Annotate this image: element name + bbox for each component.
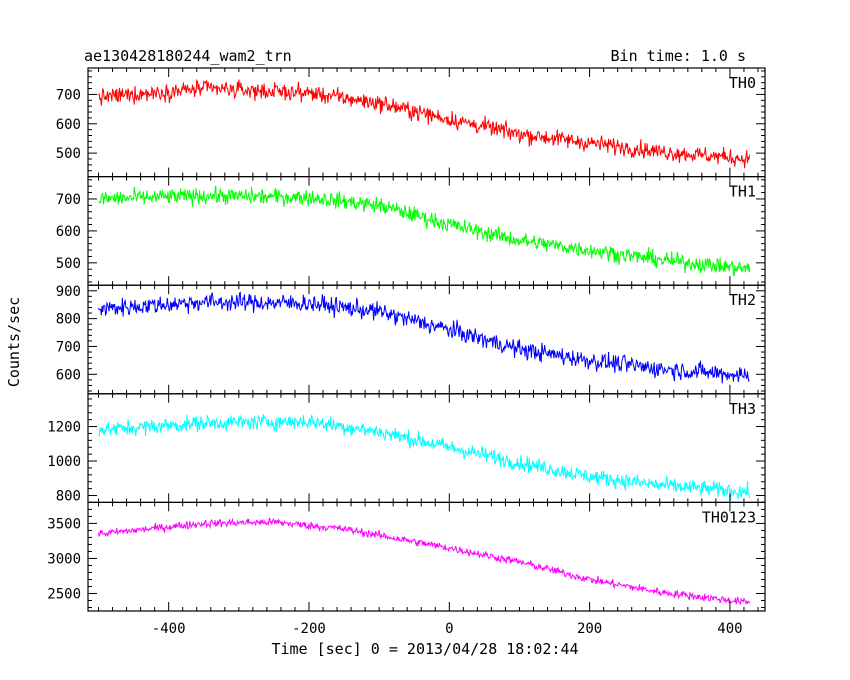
panel-frame-th0: [87, 67, 766, 178]
y-tick-label-th1: 600: [56, 224, 81, 240]
series-line-th0123: [98, 517, 751, 605]
x-tick-label: -200: [292, 621, 326, 637]
panel-th1: TH1 500 600 700: [56, 176, 766, 286]
panel-th0: TH0 500 600 700: [56, 67, 766, 178]
x-tick-label: 0: [445, 621, 453, 637]
y-tick-label-th1: 500: [56, 256, 81, 272]
y-axis-label: Counts/sec: [5, 297, 23, 387]
panel-th0123: TH0123 2500 3000 3500: [47, 501, 766, 612]
x-tick-label: -400: [152, 621, 186, 637]
series-line-th0: [98, 78, 751, 169]
panel-label-th3: TH3: [729, 400, 756, 418]
panel-label-th1: TH1: [729, 183, 756, 201]
y-tick-label-th0: 600: [56, 117, 81, 133]
y-tick-label-th1: 700: [56, 192, 81, 208]
y-tick-label-th3: 1200: [47, 420, 81, 436]
series-line-th2: [98, 291, 750, 384]
panels-group: TH0500600700TH1500600700TH2600700800900T…: [47, 67, 766, 637]
series-line-th3: [98, 414, 751, 501]
y-tick-label-th0123: 3000: [47, 551, 81, 567]
y-tick-label-th0: 500: [56, 146, 81, 162]
series-line-th1: [98, 185, 751, 277]
y-tick-label-th0: 700: [56, 87, 81, 103]
panel-label-th2: TH2: [729, 291, 756, 309]
y-tick-label-th0123: 2500: [47, 586, 81, 602]
x-tick-label: 200: [577, 621, 602, 637]
y-tick-label-th3: 1000: [47, 454, 81, 470]
panel-label-th0123: TH0123: [702, 508, 756, 526]
y-tick-label-th2: 700: [56, 339, 81, 355]
panel-th3: TH3 800 1000 1200: [47, 393, 766, 505]
x-axis-label: Time [sec] 0 = 2013/04/28 18:02:44: [271, 640, 578, 658]
panel-label-th0: TH0: [729, 74, 756, 92]
x-tick-label: 400: [717, 621, 742, 637]
y-tick-label-th0123: 3500: [47, 516, 81, 532]
panel-th2: TH2 600 700 800 900: [56, 284, 766, 395]
y-tick-label-th2: 900: [56, 284, 81, 300]
bin-time-label: Bin time: 1.0 s: [611, 47, 746, 65]
y-tick-label-th2: 800: [56, 312, 81, 328]
y-tick-label-th2: 600: [56, 367, 81, 383]
chart-title: ae130428180244_wam2_trn: [84, 47, 292, 65]
panel-frame-th0123: [87, 501, 766, 612]
y-tick-label-th3: 800: [56, 489, 81, 505]
